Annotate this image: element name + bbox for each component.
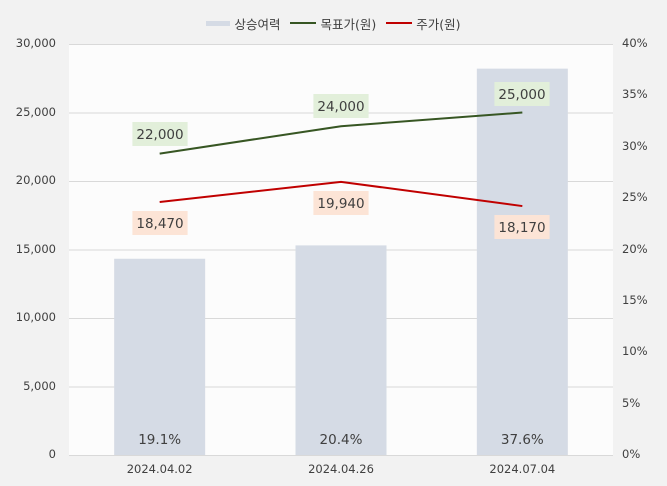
left-axis-tick: 25,000 — [15, 104, 56, 119]
legend-swatch-line-icon — [290, 22, 317, 24]
legend: 상승여력 목표가(원) 주가(원) — [0, 13, 667, 33]
right-axis-tick: 5% — [622, 395, 641, 410]
right-axis-tick: 20% — [622, 241, 648, 256]
data-label-background — [132, 122, 188, 146]
legend-item-target-price[interactable]: 목표가(원) — [290, 14, 376, 33]
line-data-label: 22,000 — [136, 127, 183, 143]
legend-label: 주가(원) — [416, 16, 461, 32]
legend-swatch-bar-icon — [206, 20, 231, 26]
bar-data-label: 19.1% — [138, 432, 181, 448]
left-axis-tick: 5,000 — [23, 378, 56, 393]
bar-data-label: 37.6% — [501, 432, 544, 448]
legend-label: 상승여력 — [234, 16, 281, 32]
line-data-label: 19,940 — [317, 196, 364, 212]
right-axis-tick: 35% — [622, 87, 648, 102]
left-axis-tick: 0 — [48, 447, 56, 461]
legend-item-stock-price[interactable]: 주가(원) — [386, 14, 461, 33]
right-axis-tick: 0% — [622, 447, 641, 461]
line-data-label: 25,000 — [498, 87, 545, 103]
right-axis-tick: 40% — [622, 36, 648, 50]
bar-upside[interactable] — [114, 258, 206, 455]
right-axis-tick: 30% — [622, 138, 648, 153]
line-data-label: 24,000 — [317, 99, 364, 115]
data-label-background — [494, 215, 550, 239]
right-axis-tick: 25% — [622, 190, 648, 205]
data-label-background — [313, 94, 369, 118]
line-data-label: 18,470 — [136, 216, 183, 232]
data-label-background — [132, 211, 188, 235]
left-axis-tick: 30,000 — [15, 36, 56, 50]
right-axis-tick: 10% — [622, 344, 648, 359]
data-label-background — [494, 82, 550, 106]
right-axis-tick: 15% — [622, 292, 648, 307]
bar-upside[interactable] — [295, 245, 387, 455]
left-axis-tick: 20,000 — [15, 173, 56, 187]
data-label-background — [313, 191, 369, 215]
line-data-label: 18,170 — [498, 220, 545, 236]
legend-item-upside[interactable]: 상승여력 — [206, 14, 280, 33]
target-price-line[interactable] — [159, 111, 523, 155]
x-axis-tick: 2024.04.02 — [126, 462, 193, 476]
stock-price-line[interactable] — [159, 180, 523, 208]
left-axis-tick: 10,000 — [15, 310, 56, 324]
x-axis-tick: 2024.07.04 — [489, 462, 556, 476]
left-axis-tick: 15,000 — [15, 241, 56, 256]
bar-data-label: 20.4% — [320, 432, 363, 448]
x-axis-tick: 2024.04.26 — [308, 462, 374, 476]
legend-swatch-line-icon — [386, 22, 413, 24]
bar-upside[interactable] — [476, 68, 568, 455]
legend-label: 목표가(원) — [320, 16, 377, 32]
